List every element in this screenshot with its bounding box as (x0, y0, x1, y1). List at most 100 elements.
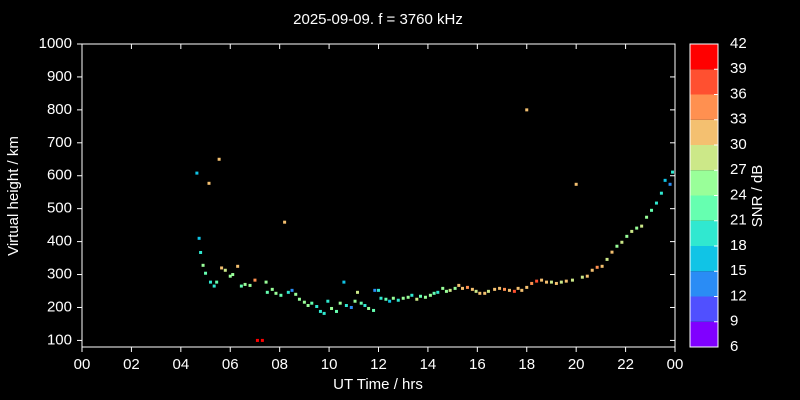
colorbar-band (690, 321, 718, 347)
colorbar-band (690, 271, 718, 297)
data-point (461, 286, 465, 290)
data-point (391, 296, 395, 300)
colorbar-tick-label: 21 (730, 212, 747, 229)
data-point (615, 244, 619, 248)
data-point (344, 304, 348, 308)
data-point (306, 304, 310, 308)
data-point (620, 240, 624, 244)
data-point (564, 279, 568, 283)
data-point (342, 280, 346, 284)
data-point (334, 309, 338, 313)
data-point (525, 108, 529, 112)
data-point (302, 300, 306, 304)
x-tick-label: 16 (469, 356, 486, 373)
data-point (377, 288, 380, 292)
data-point (384, 297, 388, 301)
data-point (630, 229, 634, 233)
data-point (359, 301, 363, 305)
data-point (507, 288, 511, 292)
data-point (322, 311, 326, 315)
x-tick-label: 04 (172, 356, 189, 373)
y-tick-label: 600 (47, 167, 72, 184)
data-point (201, 263, 205, 267)
data-point (315, 304, 319, 308)
colorbar-tick-label: 24 (730, 186, 747, 203)
data-point (668, 182, 672, 186)
data-point (503, 287, 507, 291)
data-point (270, 287, 274, 291)
y-tick-label: 800 (47, 101, 72, 118)
x-tick-label: 22 (617, 356, 634, 373)
data-point (610, 250, 614, 254)
colorbar-band (690, 44, 718, 70)
data-point (207, 181, 211, 185)
data-point (535, 279, 539, 283)
x-tick-label: 00 (74, 356, 91, 373)
data-point (554, 281, 558, 285)
y-tick-label: 400 (47, 233, 72, 250)
y-tick-label: 200 (47, 298, 72, 315)
data-point (236, 264, 240, 268)
data-point (671, 170, 675, 174)
data-point (625, 234, 629, 238)
data-point (355, 290, 359, 294)
data-point (379, 296, 383, 300)
data-point (478, 291, 482, 295)
data-point (650, 208, 654, 212)
data-point (260, 338, 264, 342)
data-point (640, 224, 644, 228)
colorbar-band (690, 220, 718, 246)
data-point (195, 171, 199, 175)
data-point (239, 284, 243, 288)
data-point (212, 284, 216, 288)
data-point (600, 264, 604, 268)
y-tick-label: 700 (47, 134, 72, 151)
data-point (635, 226, 639, 230)
y-axis-label: Virtual height / km (5, 136, 22, 256)
data-point (498, 286, 502, 290)
data-point (448, 288, 452, 292)
data-point (274, 291, 278, 295)
data-point (645, 215, 649, 219)
data-point (197, 236, 201, 240)
data-point (228, 274, 232, 278)
data-point (286, 290, 290, 294)
data-point (428, 293, 432, 297)
colorbar-band (690, 69, 718, 95)
data-point (264, 280, 268, 284)
data-point (474, 289, 478, 293)
x-tick-label: 06 (222, 356, 239, 373)
data-point (208, 280, 212, 284)
colorbar-tick-label: 6 (730, 338, 738, 355)
data-point (483, 291, 487, 295)
colorbar-band (690, 119, 718, 145)
data-point (549, 280, 553, 284)
data-point (436, 290, 440, 294)
data-point (279, 293, 283, 297)
data-point (520, 288, 524, 292)
data-point (512, 289, 516, 293)
colorbar-tick-label: 33 (730, 111, 747, 128)
data-point (396, 298, 400, 302)
data-point (204, 271, 208, 275)
x-tick-label: 20 (568, 356, 585, 373)
data-point (367, 306, 371, 310)
x-tick-label: 08 (271, 356, 288, 373)
colorbar-tick-label: 27 (730, 161, 747, 178)
data-point (253, 278, 257, 282)
data-point (223, 268, 227, 272)
data-point (199, 250, 203, 254)
data-point (590, 268, 594, 272)
data-point (457, 283, 461, 287)
data-point (465, 285, 469, 289)
data-point (410, 293, 414, 297)
data-point (297, 297, 301, 301)
colorbar-band (690, 94, 718, 120)
data-point (283, 220, 287, 224)
data-point (372, 308, 376, 312)
data-point (654, 201, 658, 205)
data-point (423, 295, 427, 299)
data-point (388, 299, 392, 303)
